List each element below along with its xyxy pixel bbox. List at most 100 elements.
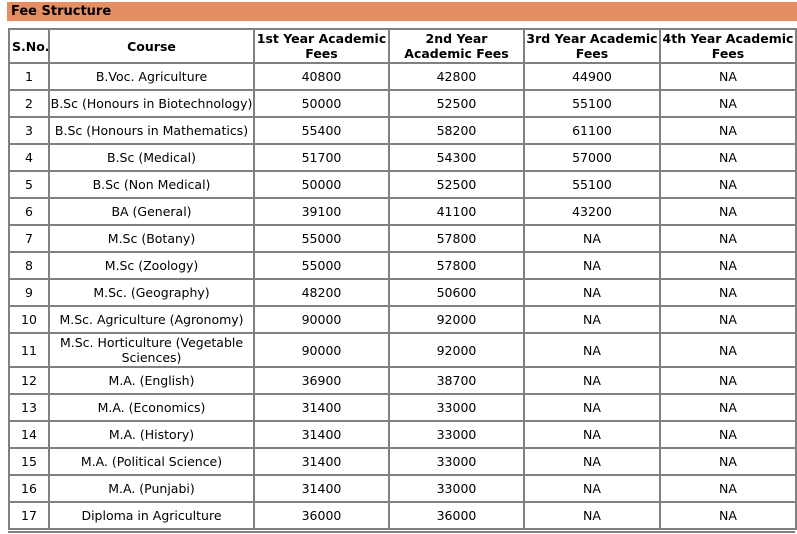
course-cell: B.Sc (Honours in Biotechnology): [49, 90, 254, 117]
year4-fee-cell: NA: [660, 421, 796, 448]
year1-fee-cell: 55000: [254, 252, 389, 279]
column-header-year4-fees: 4th Year Academic Fees: [660, 29, 796, 63]
table-row: 5 B.Sc (Non Medical) 50000 52500 55100 NA: [9, 171, 796, 198]
year4-fee-cell: NA: [660, 448, 796, 475]
section-title: Fee Structure: [11, 4, 112, 19]
year1-fee-cell: 50000: [254, 90, 389, 117]
table-row: 10 M.Sc. Agriculture (Agronomy) 90000 92000…: [9, 306, 796, 333]
section-header-bar: Fee Structure: [7, 2, 797, 21]
sno-cell: 1: [9, 63, 49, 90]
sno-cell: 10: [9, 306, 49, 333]
course-cell: M.A. (Political Science): [49, 448, 254, 475]
course-cell: BA (General): [49, 198, 254, 225]
column-header-year2-fees: 2nd Year Academic Fees: [389, 29, 524, 63]
course-cell: M.Sc (Zoology): [49, 252, 254, 279]
table-row: 14 M.A. (History) 31400 33000 NA NA: [9, 421, 796, 448]
year1-fee-cell: 31400: [254, 421, 389, 448]
table-row: 17 Diploma in Agriculture 36000 36000 NA NA: [9, 502, 796, 529]
course-cell: M.A. (Punjabi): [49, 475, 254, 502]
table-head: S.No. Course 1st Year Academic Fees 2nd Yea…: [9, 29, 796, 63]
year2-fee-cell: 57800: [389, 225, 524, 252]
table-row: 4 B.Sc (Medical) 51700 54300 57000 NA: [9, 144, 796, 171]
year2-fee-cell: 42800: [389, 63, 524, 90]
year2-fee-cell: 33000: [389, 394, 524, 421]
year4-fee-cell: NA: [660, 367, 796, 394]
year1-fee-cell: 31400: [254, 448, 389, 475]
year4-fee-cell: NA: [660, 333, 796, 367]
table-row: 9 M.Sc. (Geography) 48200 50600 NA NA: [9, 279, 796, 306]
column-header-sno: S.No.: [9, 29, 49, 63]
sno-cell: 14: [9, 421, 49, 448]
table-row: 16 M.A. (Punjabi) 31400 33000 NA NA: [9, 475, 796, 502]
sno-cell: 2: [9, 90, 49, 117]
year1-fee-cell: 39100: [254, 198, 389, 225]
year3-fee-cell: 55100: [524, 171, 660, 198]
year1-fee-cell: 90000: [254, 333, 389, 367]
column-header-course: Course: [49, 29, 254, 63]
year4-fee-cell: NA: [660, 279, 796, 306]
course-cell: B.Voc. Agriculture: [49, 63, 254, 90]
year1-fee-cell: 90000: [254, 306, 389, 333]
year2-fee-cell: 57800: [389, 252, 524, 279]
course-cell: B.Sc (Non Medical): [49, 171, 254, 198]
year1-fee-cell: 31400: [254, 475, 389, 502]
year2-fee-cell: 54300: [389, 144, 524, 171]
year4-fee-cell: NA: [660, 117, 796, 144]
year3-fee-cell: 43200: [524, 198, 660, 225]
course-cell: M.Sc. Agriculture (Agronomy): [49, 306, 254, 333]
sno-cell: 15: [9, 448, 49, 475]
year2-fee-cell: 92000: [389, 306, 524, 333]
table-row: 1 B.Voc. Agriculture 40800 42800 44900 NA: [9, 63, 796, 90]
course-cell: B.Sc (Medical): [49, 144, 254, 171]
course-cell: M.A. (Economics): [49, 394, 254, 421]
sno-cell: 16: [9, 475, 49, 502]
year3-fee-cell: NA: [524, 306, 660, 333]
year2-fee-cell: 58200: [389, 117, 524, 144]
year3-fee-cell: NA: [524, 367, 660, 394]
year3-fee-cell: NA: [524, 448, 660, 475]
year4-fee-cell: NA: [660, 198, 796, 225]
sno-cell: 11: [9, 333, 49, 367]
year3-fee-cell: NA: [524, 333, 660, 367]
year1-fee-cell: 55400: [254, 117, 389, 144]
year1-fee-cell: 50000: [254, 171, 389, 198]
course-cell: M.A. (History): [49, 421, 254, 448]
table-row: 15 M.A. (Political Science) 31400 33000 NA NA: [9, 448, 796, 475]
year2-fee-cell: 52500: [389, 171, 524, 198]
year1-fee-cell: 40800: [254, 63, 389, 90]
year4-fee-cell: NA: [660, 502, 796, 529]
sno-cell: 4: [9, 144, 49, 171]
table-row: 8 M.Sc (Zoology) 55000 57800 NA NA: [9, 252, 796, 279]
table-row: 11 M.Sc. Horticulture (Vegetable Sciences…: [9, 333, 796, 367]
year2-fee-cell: 33000: [389, 421, 524, 448]
year3-fee-cell: 57000: [524, 144, 660, 171]
course-cell: M.A. (English): [49, 367, 254, 394]
year4-fee-cell: NA: [660, 306, 796, 333]
course-cell: B.Sc (Honours in Mathematics): [49, 117, 254, 144]
year3-fee-cell: NA: [524, 225, 660, 252]
sno-cell: 3: [9, 117, 49, 144]
year1-fee-cell: 31400: [254, 394, 389, 421]
sno-cell: 17: [9, 502, 49, 529]
fee-table-body: 1 B.Voc. Agriculture 40800 42800 44900 NA 2 B.S…: [9, 63, 796, 529]
year3-fee-cell: 55100: [524, 90, 660, 117]
course-cell: M.Sc. Horticulture (Vegetable Sciences): [49, 333, 254, 367]
year4-fee-cell: NA: [660, 252, 796, 279]
course-cell: Diploma in Agriculture: [49, 502, 254, 529]
year3-fee-cell: 61100: [524, 117, 660, 144]
year2-fee-cell: 52500: [389, 90, 524, 117]
year3-fee-cell: NA: [524, 252, 660, 279]
table-row: 6 BA (General) 39100 41100 43200 NA: [9, 198, 796, 225]
sno-cell: 13: [9, 394, 49, 421]
year1-fee-cell: 55000: [254, 225, 389, 252]
table-row: 3 B.Sc (Honours in Mathematics) 55400 58200…: [9, 117, 796, 144]
header-row: S.No. Course 1st Year Academic Fees 2nd Yea…: [9, 29, 796, 63]
year3-fee-cell: NA: [524, 279, 660, 306]
table-row: 13 M.A. (Economics) 31400 33000 NA NA: [9, 394, 796, 421]
year3-fee-cell: NA: [524, 502, 660, 529]
column-header-year3-fees: 3rd Year Academic Fees: [524, 29, 660, 63]
course-cell: M.Sc. (Geography): [49, 279, 254, 306]
fee-structure-table: S.No. Course 1st Year Academic Fees 2nd Yea…: [8, 28, 797, 530]
table-row: 7 M.Sc (Botany) 55000 57800 NA NA: [9, 225, 796, 252]
year2-fee-cell: 50600: [389, 279, 524, 306]
